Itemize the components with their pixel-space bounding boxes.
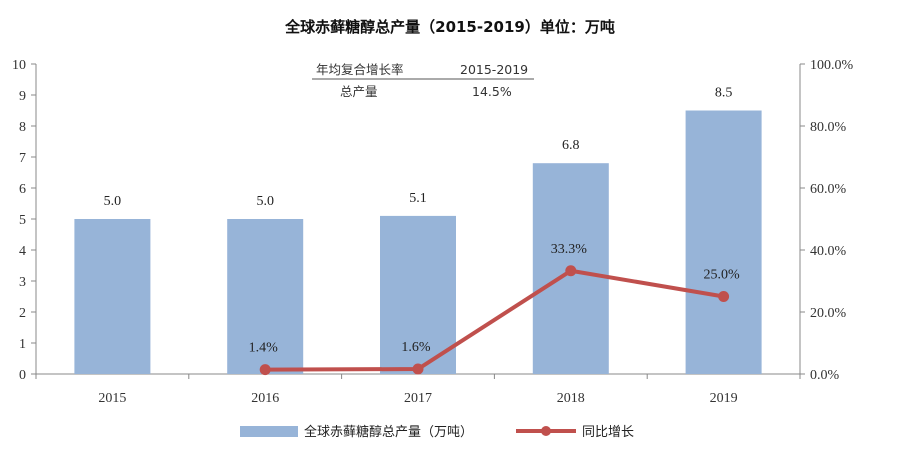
bar — [685, 110, 762, 374]
legend-swatch-bar — [240, 426, 298, 437]
right-tick-label: 40.0% — [810, 244, 847, 259]
right-tick-label: 80.0% — [810, 120, 847, 135]
cagr-header-period: 2015-2019 — [460, 62, 528, 77]
bar-data-label: 5.0 — [256, 194, 274, 209]
cagr-row-value: 14.5% — [472, 84, 512, 99]
right-y-axis: 0.0% 20.0% 40.0% 60.0% 80.0% 100.0% — [799, 58, 854, 383]
left-tick-label: 3 — [19, 275, 26, 290]
growth-data-label: 1.6% — [401, 340, 431, 355]
growth-data-label: 1.4% — [249, 341, 279, 356]
growth-line — [265, 268, 724, 372]
left-y-axis: 0 1 2 3 4 5 6 7 8 9 10 — [12, 58, 37, 383]
cagr-row-label: 总产量 — [340, 84, 378, 99]
legend-label-line: 同比增长 — [582, 425, 634, 440]
right-tick-label: 20.0% — [810, 306, 847, 321]
bar — [227, 219, 304, 374]
left-tick-label: 4 — [19, 244, 26, 259]
cagr-annotation: 年均复合增长率 2015-2019 总产量 14.5% — [312, 62, 534, 99]
x-axis: 2015 2016 2017 2018 2019 — [35, 373, 801, 406]
left-tick-label: 9 — [19, 89, 26, 104]
growth-point — [718, 291, 730, 302]
chart-title: 全球赤藓糖醇总产量（2015-2019）单位：万吨 — [284, 18, 615, 36]
left-tick-label: 8 — [19, 120, 26, 135]
legend-swatch-marker — [541, 426, 551, 436]
right-tick-label: 0.0% — [810, 368, 840, 383]
growth-point — [565, 265, 577, 277]
legend: 全球赤藓糖醇总产量（万吨） 同比增长 — [240, 424, 634, 440]
bar-data-label: 5.0 — [104, 194, 122, 209]
cagr-header-label: 年均复合增长率 — [316, 62, 404, 77]
x-tick-label: 2017 — [404, 391, 432, 406]
right-tick-label: 100.0% — [810, 58, 854, 73]
x-tick-label: 2016 — [251, 391, 279, 406]
growth-line-series: 1.4% 1.6% 33.3% 25.0% — [249, 242, 741, 376]
left-tick-label: 5 — [19, 213, 26, 228]
growth-point — [412, 363, 424, 375]
bar — [380, 215, 456, 374]
left-tick-label: 6 — [19, 182, 26, 197]
right-tick-label: 60.0% — [810, 182, 847, 197]
x-tick-label: 2015 — [98, 391, 126, 406]
left-tick-label: 0 — [19, 368, 26, 383]
left-tick-label: 1 — [19, 337, 26, 352]
x-tick-label: 2019 — [710, 391, 738, 406]
growth-point — [259, 364, 271, 376]
bar-data-label: 6.8 — [562, 138, 580, 153]
bar-series: 5.0 5.0 5.1 6.8 8.5 — [74, 86, 762, 374]
left-tick-label: 2 — [19, 306, 26, 321]
x-tick-label: 2018 — [557, 391, 585, 406]
bar — [74, 219, 151, 374]
legend-label-bar: 全球赤藓糖醇总产量（万吨） — [304, 424, 473, 440]
bar-data-label: 5.1 — [409, 191, 427, 206]
bar-data-label: 8.5 — [715, 86, 733, 101]
growth-data-label: 33.3% — [551, 242, 588, 257]
growth-data-label: 25.0% — [704, 268, 741, 283]
left-tick-label: 10 — [12, 58, 26, 73]
left-tick-label: 7 — [19, 151, 26, 166]
